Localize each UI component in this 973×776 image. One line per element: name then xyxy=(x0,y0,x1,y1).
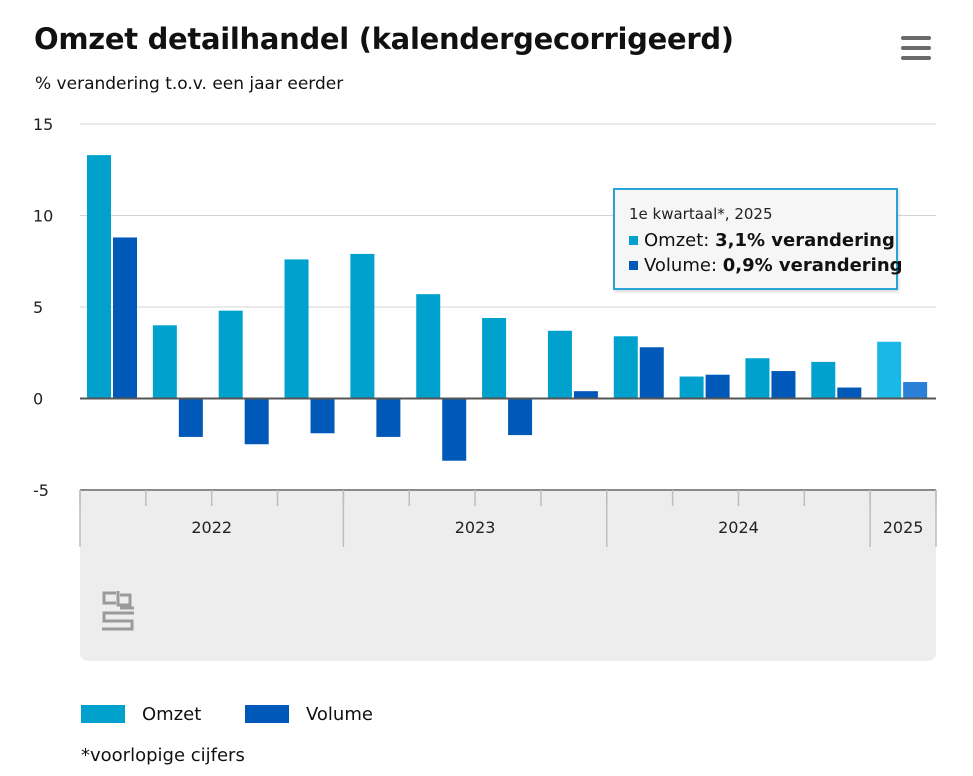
bar-volume-7[interactable] xyxy=(573,391,598,399)
tooltip-omzet-value: 3,1% verandering xyxy=(715,230,895,251)
y-tick-label: 0 xyxy=(33,390,43,409)
bar-volume-5[interactable] xyxy=(442,398,467,461)
bar-omzet-11[interactable] xyxy=(811,361,836,399)
bar-volume-9[interactable] xyxy=(705,374,730,399)
cbs-logo-icon xyxy=(102,591,134,631)
legend-item-omzet[interactable]: Omzet xyxy=(81,703,201,725)
tooltip-omzet-label: Omzet: xyxy=(644,230,716,251)
tooltip-volume-value: 0,9% verandering xyxy=(722,255,903,276)
bar-volume-10[interactable] xyxy=(771,371,796,399)
tooltip-row-volume: Volume: 0,9% verandering xyxy=(629,255,903,276)
bar-volume-11[interactable] xyxy=(837,387,862,399)
bar-omzet-0[interactable] xyxy=(87,155,111,399)
legend-swatch-omzet xyxy=(81,705,125,723)
y-axis-ticks: 15 10 5 0 -5 xyxy=(33,115,53,500)
bar-omzet-1[interactable] xyxy=(152,325,177,399)
y-tick-label: 15 xyxy=(33,115,53,134)
navigator-panel xyxy=(80,490,936,661)
y-tick-label: 5 xyxy=(33,298,43,317)
chart-title: Omzet detailhandel (kalendergecorrigeerd… xyxy=(34,22,734,56)
bar-omzet-9[interactable] xyxy=(679,376,704,399)
tooltip-volume-label: Volume: xyxy=(644,255,723,276)
legend-label-volume: Volume xyxy=(306,703,373,725)
year-label: 2024 xyxy=(718,518,759,537)
bar-volume-3[interactable] xyxy=(310,398,335,434)
footnote: *voorlopige cijfers xyxy=(81,745,245,766)
legend-label-omzet: Omzet xyxy=(142,703,202,725)
bar-omzet-7[interactable] xyxy=(547,330,572,399)
bar-omzet-4[interactable] xyxy=(350,253,375,399)
bar-omzet-5[interactable] xyxy=(416,294,441,399)
bar-omzet-10[interactable] xyxy=(745,358,770,399)
bar-volume-6[interactable] xyxy=(508,398,533,436)
tooltip-omzet-swatch xyxy=(629,236,638,245)
x-axis: 2022 2023 2024 2025 xyxy=(79,489,937,547)
year-label: 2023 xyxy=(455,518,496,537)
bar-omzet-2[interactable] xyxy=(218,310,243,399)
y-tick-label: -5 xyxy=(33,481,49,500)
hamburger-menu-icon[interactable] xyxy=(901,36,931,60)
tooltip: 1e kwartaal*, 2025 Omzet: 3,1% veranderi… xyxy=(613,188,903,290)
tooltip-header: 1e kwartaal*, 2025 xyxy=(629,205,773,223)
bar-volume-1[interactable] xyxy=(178,398,203,437)
legend-item-volume[interactable]: Volume xyxy=(245,703,373,725)
bar-volume-2[interactable] xyxy=(244,398,269,445)
bars xyxy=(80,155,936,461)
bar-chart: 15 10 5 0 -5 2022 2023 2024 2025 xyxy=(33,115,937,661)
year-label: 2025 xyxy=(883,518,924,537)
bar-omzet-12[interactable] xyxy=(877,341,902,399)
bar-volume-0[interactable] xyxy=(113,237,137,399)
bar-omzet-3[interactable] xyxy=(284,259,309,399)
y-tick-label: 10 xyxy=(33,207,53,226)
chart-subtitle: % verandering t.o.v. een jaar eerder xyxy=(35,74,344,94)
bar-volume-8[interactable] xyxy=(639,347,664,399)
bar-volume-4[interactable] xyxy=(376,398,401,437)
bar-omzet-8[interactable] xyxy=(613,336,638,399)
tooltip-volume-swatch xyxy=(629,261,638,270)
bar-omzet-6[interactable] xyxy=(482,317,507,399)
bar-volume-12[interactable] xyxy=(903,382,928,399)
navigator-background xyxy=(80,490,936,661)
tooltip-row-omzet: Omzet: 3,1% verandering xyxy=(629,230,895,251)
legend-swatch-volume xyxy=(245,705,289,723)
year-label: 2022 xyxy=(191,518,232,537)
